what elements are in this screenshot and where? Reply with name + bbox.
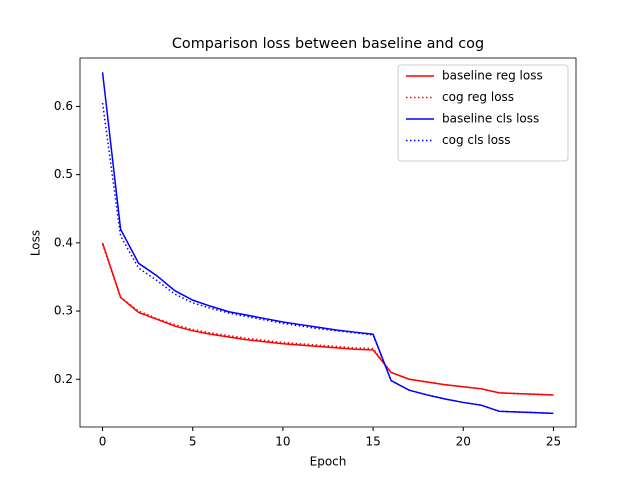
chart-title: Comparison loss between baseline and cog	[172, 36, 484, 52]
legend-label: baseline reg loss	[442, 69, 543, 83]
y-tick-label: 0.2	[54, 372, 73, 386]
line-series	[101, 243, 554, 396]
x-tick-label: 15	[365, 435, 380, 449]
legend-label: baseline cls loss	[442, 112, 539, 126]
legend-label: cog reg loss	[442, 90, 514, 104]
y-tick-label: 0.5	[54, 167, 73, 181]
x-tick-label: 25	[546, 435, 561, 449]
x-tick-label: 10	[275, 435, 290, 449]
legend-label: cog cls loss	[442, 133, 511, 147]
line-series	[101, 242, 554, 396]
y-tick-label: 0.3	[54, 304, 73, 318]
legend-box	[397, 64, 569, 162]
y-tick-label: 0.6	[54, 99, 73, 113]
plot-frame	[79, 57, 577, 428]
x-axis-label: Epoch	[310, 455, 347, 469]
y-axis-label: Loss	[29, 230, 43, 256]
x-tick-label: 0	[99, 435, 107, 449]
x-tick-label: 20	[456, 435, 471, 449]
line-series	[101, 72, 554, 415]
x-tick-label: 5	[189, 435, 197, 449]
y-tick-label: 0.4	[54, 235, 73, 249]
